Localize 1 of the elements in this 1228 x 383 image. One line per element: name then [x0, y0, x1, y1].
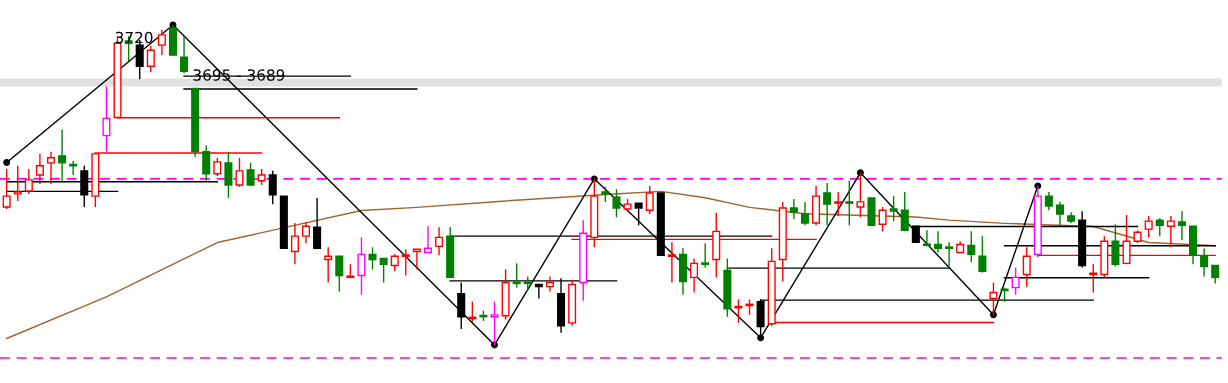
annotation: 3720: [115, 31, 153, 44]
